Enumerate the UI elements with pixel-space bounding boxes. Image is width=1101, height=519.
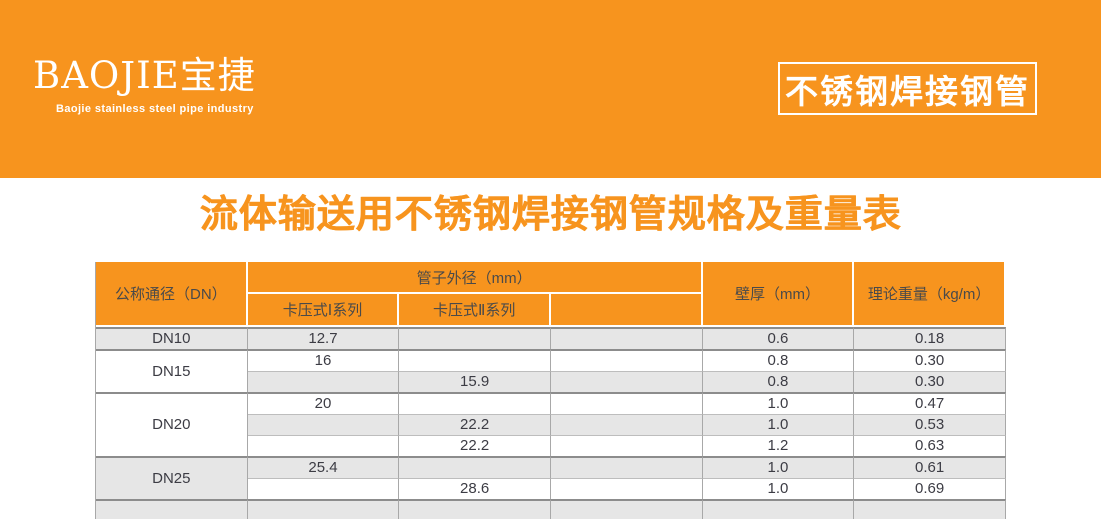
cell-dn: DN25 xyxy=(96,456,248,499)
cell-series1 xyxy=(247,371,400,392)
cell-weight: 0.47 xyxy=(854,392,1006,414)
cell-series3 xyxy=(550,371,703,392)
table-header-row-2: 卡压式Ⅰ系列 卡压式Ⅱ系列 xyxy=(96,294,1006,327)
cell-dn: DN15 xyxy=(96,349,248,392)
col-header-series2: 卡压式Ⅱ系列 xyxy=(399,294,551,327)
table-row: DN10 12.7 0.6 0.18 xyxy=(96,327,1006,349)
logo-wordmark: BAOJIE宝捷 xyxy=(33,54,256,97)
cell-weight: 0.18 xyxy=(854,327,1006,349)
cell-series2: 15.9 xyxy=(399,371,551,392)
cell-series2 xyxy=(399,499,551,519)
cell-wall: 0.6 xyxy=(702,327,855,349)
cell-series2 xyxy=(399,327,551,349)
cell-dn: DN10 xyxy=(96,327,248,349)
table-row: 15.9 0.8 0.30 xyxy=(96,371,1006,392)
cell-wall: 1.0 xyxy=(702,414,855,435)
cell-wall: 1.0 xyxy=(702,456,855,478)
cell-series2: 22.2 xyxy=(399,414,551,435)
cell-series1: 20 xyxy=(247,392,400,414)
cell-series3 xyxy=(550,414,703,435)
col-header-wall-thickness: 壁厚（mm） xyxy=(702,262,855,327)
cell-series2 xyxy=(399,349,551,371)
cell-wall xyxy=(702,499,855,519)
product-category-label: 不锈钢焊接钢管 xyxy=(785,71,1030,111)
cell-series3 xyxy=(550,349,703,371)
table-header: 公称通径（DN） 管子外径（mm） 壁厚（mm） 理论重量（kg/m） 卡压式Ⅰ… xyxy=(96,262,1006,327)
company-logo: BAOJIE宝捷 Baojie stainless steel pipe ind… xyxy=(33,54,256,116)
cell-weight: 0.30 xyxy=(854,349,1006,371)
cell-wall: 1.0 xyxy=(702,478,855,499)
table-row: DN25 25.4 1.0 0.61 xyxy=(96,456,1006,499)
cell-wall: 1.0 xyxy=(702,392,855,414)
table-row: 22.2 1.0 0.53 xyxy=(96,414,1006,435)
table-row: 22.2 1.2 0.63 xyxy=(96,435,1006,456)
table-row xyxy=(96,499,1006,519)
cell-series1: 16 xyxy=(247,349,400,371)
cell-series3 xyxy=(550,435,703,456)
cell-weight: 0.61 xyxy=(854,456,1006,478)
table-row: 28.6 1.0 0.69 xyxy=(96,478,1006,499)
col-header-nominal-diameter: 公称通径（DN） xyxy=(96,262,248,327)
cell-series3 xyxy=(550,392,703,414)
page-title: 流体输送用不锈钢焊接钢管规格及重量表 xyxy=(199,194,902,236)
cell-series3 xyxy=(550,327,703,349)
cell-series2 xyxy=(399,392,551,414)
cell-series2: 22.2 xyxy=(399,435,551,456)
cell-weight xyxy=(854,499,1006,519)
cell-series1: 12.7 xyxy=(247,327,400,349)
pipe-spec-table: 公称通径（DN） 管子外径（mm） 壁厚（mm） 理论重量（kg/m） 卡压式Ⅰ… xyxy=(95,262,1006,519)
top-banner: BAOJIE宝捷 Baojie stainless steel pipe ind… xyxy=(0,0,1101,178)
cell-wall: 0.8 xyxy=(702,349,855,371)
cell-wall: 0.8 xyxy=(702,371,855,392)
table-body: DN10 12.7 0.6 0.18 DN15 16 0.8 0.30 15.9… xyxy=(96,327,1006,519)
table-row: DN15 16 0.8 0.30 xyxy=(96,349,1006,392)
cell-series3 xyxy=(550,478,703,499)
cell-series1: 25.4 xyxy=(247,456,400,478)
cell-series1 xyxy=(247,499,400,519)
cell-series3 xyxy=(550,499,703,519)
table-header-row-1: 公称通径（DN） 管子外径（mm） 壁厚（mm） 理论重量（kg/m） xyxy=(96,262,1006,327)
col-header-theoretical-weight: 理论重量（kg/m） xyxy=(854,262,1006,327)
table-row: DN20 20 1.0 0.47 xyxy=(96,392,1006,456)
cell-dn: DN20 xyxy=(96,392,248,456)
col-header-series3 xyxy=(550,294,703,327)
col-header-series1: 卡压式Ⅰ系列 xyxy=(247,294,400,327)
cell-weight: 0.53 xyxy=(854,414,1006,435)
cell-weight: 0.30 xyxy=(854,371,1006,392)
logo-subtitle: Baojie stainless steel pipe industry xyxy=(56,103,254,115)
product-category-box: 不锈钢焊接钢管 xyxy=(778,62,1037,115)
cell-dn xyxy=(96,499,248,519)
cell-series3 xyxy=(550,456,703,478)
cell-series2: 28.6 xyxy=(399,478,551,499)
cell-series1 xyxy=(247,435,400,456)
col-header-outer-diameter-group: 管子外径（mm） xyxy=(247,262,703,294)
cell-weight: 0.69 xyxy=(854,478,1006,499)
cell-series1 xyxy=(247,478,400,499)
cell-series1 xyxy=(247,414,400,435)
cell-wall: 1.2 xyxy=(702,435,855,456)
cell-series2 xyxy=(399,456,551,478)
cell-weight: 0.63 xyxy=(854,435,1006,456)
